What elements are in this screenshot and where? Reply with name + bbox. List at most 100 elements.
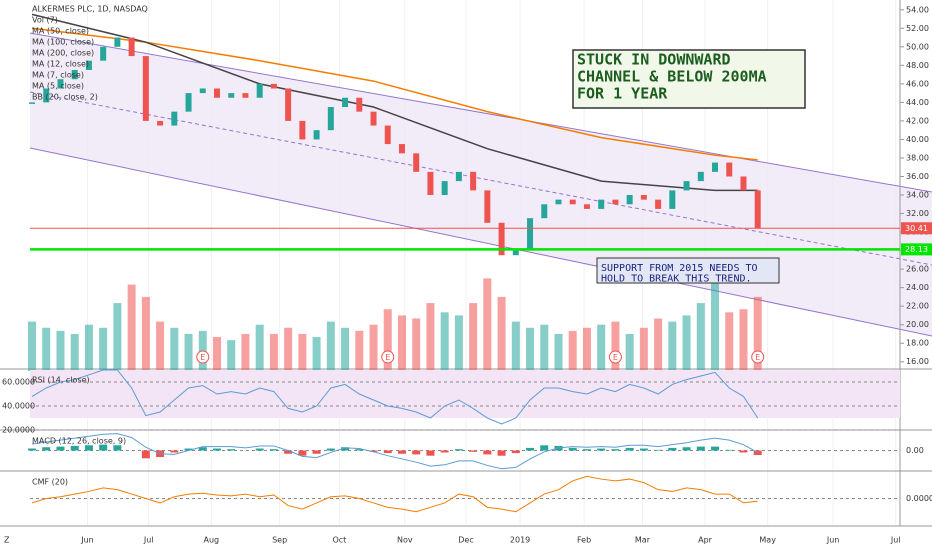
macd-bar [99,444,108,451]
candle [398,144,405,154]
candle [441,181,448,196]
volume-bar [84,324,93,371]
candle [413,153,420,172]
macd-bar [483,450,492,455]
macd-bar [639,448,648,451]
x-tick-label: 2019 [510,536,530,545]
candle [85,60,92,70]
macd-bar [739,450,748,453]
earnings-label: E [200,353,205,362]
indicator-line [31,433,758,470]
annotation-text: CHANNEL & BELOW 200MA [577,68,767,86]
zoom-button[interactable]: Z [4,536,10,545]
x-tick-label: Aug [203,536,219,545]
macd-bar [113,445,122,451]
volume-bar [113,303,122,371]
y-tick-label: 40.00 [906,135,929,144]
panel-title: RSI (14, close) [32,376,90,385]
volume-bar [355,330,364,371]
channel-mid [29,91,932,266]
macd-bar [298,450,307,456]
macd-bar [369,450,378,452]
volume-bar [454,315,463,371]
volume-bar [127,284,136,371]
price-tag-label: 30.41 [905,224,928,233]
volume-bar [597,324,606,371]
volume-bar [440,312,449,371]
y-tick-label: 0.0000 [906,494,932,503]
candle [270,83,277,89]
earnings-marker [196,350,210,364]
earnings-marker [608,350,622,364]
candle [512,250,519,256]
y-tick-label: 44.00 [906,98,929,107]
volume-bar [255,324,264,371]
volume-bar [212,337,221,371]
candle [740,176,747,191]
x-tick-label: Oct [332,536,346,545]
macd-bar [568,447,577,451]
candle [427,171,434,196]
y-tick-label: 48.00 [906,61,929,70]
macd-bar [141,450,150,459]
macd-bar [397,450,406,454]
volume-bar [369,324,378,371]
macd-bar [426,450,435,456]
candle [541,204,548,219]
y-tick-label: 36.00 [906,172,929,181]
candle [669,190,676,209]
candle [569,199,576,205]
annotation-text: SUPPORT FROM 2015 NEEDS TO [601,263,758,274]
volume-bar [426,303,435,371]
macd-bar [725,449,734,451]
volume-bar [42,327,51,371]
volume-bar [568,330,577,371]
volume-bar [753,296,762,371]
candle [71,69,78,80]
channel-top [29,32,932,193]
candle [342,97,349,108]
volume-bar [554,333,563,371]
candle [726,162,733,177]
macd-bar [383,450,392,454]
volume-bar [668,321,677,371]
candle [171,111,178,126]
macd-bar [198,447,207,451]
macd-bar [212,448,221,451]
price-tag [901,243,932,256]
candle [754,190,761,229]
macd-bar [611,449,620,451]
candle [114,37,121,47]
volume-bar [312,337,321,371]
volume-bar [639,327,648,371]
volume-bar [682,315,691,371]
legend-entry: MA (50, close) [32,27,89,36]
macd-bar [42,447,51,451]
macd-bar [255,448,264,451]
macd-bar [269,449,278,451]
legend-entry: MA (200, close) [32,49,94,58]
legend-entry: BB (20, close, 2) [32,93,98,102]
y-tick-label: 54.00 [906,5,929,14]
candle [313,130,320,140]
volume-bar [483,278,492,371]
macd-bar [696,446,705,451]
y-tick-label: 32.00 [906,209,929,218]
macd-bar [170,450,179,453]
volume-bar [397,315,406,371]
macd-bar [469,450,478,452]
volume-bar [582,327,591,371]
legend-entry: MA (7, close) [32,71,84,80]
macd-bar [597,448,606,451]
earnings-label: E [385,353,390,362]
macd-bar [184,448,193,451]
macd-bar [355,449,364,451]
earnings-marker [381,350,395,364]
candle [128,37,135,57]
volume-bar [526,327,535,371]
legend-entry: MA (5, close) [32,82,84,91]
volume-bar [540,324,549,371]
x-tick-label: Sep [272,536,287,545]
y-tick-label: 20.0000 [2,426,35,435]
